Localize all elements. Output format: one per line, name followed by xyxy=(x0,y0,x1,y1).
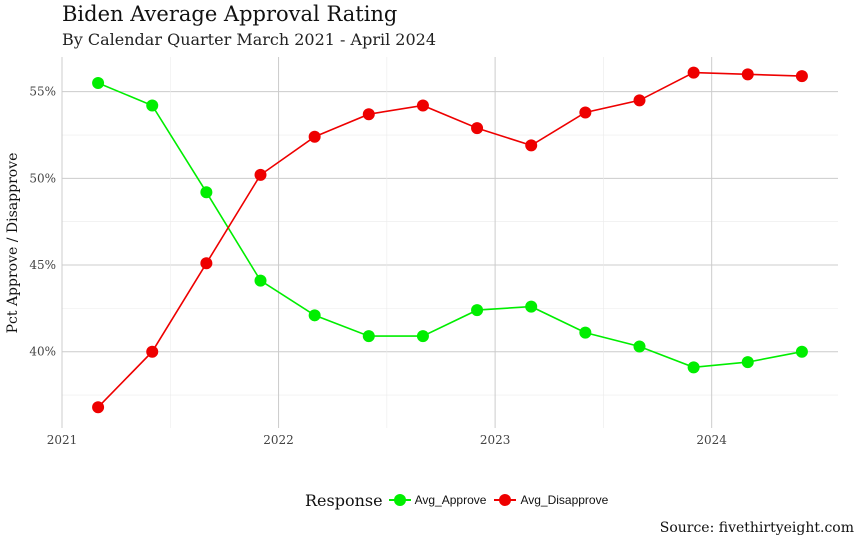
point-avg-disapprove xyxy=(633,94,646,107)
point-avg-approve xyxy=(741,356,754,369)
point-avg-disapprove xyxy=(525,139,538,152)
point-avg-approve xyxy=(146,99,159,112)
point-avg-approve xyxy=(308,309,321,322)
point-avg-approve xyxy=(471,304,484,317)
point-avg-approve xyxy=(525,300,538,313)
x-tick-label: 2024 xyxy=(696,433,727,447)
legend-key-disapprove xyxy=(494,493,517,507)
series-line-avg-approve xyxy=(97,82,803,369)
y-axis-label: Pct Approve / Disapprove xyxy=(5,153,21,334)
point-avg-approve xyxy=(579,326,592,339)
legend-key-approve xyxy=(388,493,411,507)
chart-title: Biden Average Approval Rating xyxy=(62,2,398,26)
point-avg-approve xyxy=(687,361,700,374)
point-avg-approve xyxy=(416,330,429,343)
point-avg-disapprove xyxy=(308,130,321,143)
point-avg-disapprove xyxy=(579,106,592,119)
x-tick-label: 2023 xyxy=(480,433,511,447)
point-avg-approve xyxy=(92,77,105,90)
point-avg-disapprove xyxy=(471,122,484,135)
point-avg-disapprove xyxy=(741,68,754,81)
legend-item-approve: Avg_Approve xyxy=(388,493,487,507)
point-avg-approve xyxy=(633,340,646,353)
point-avg-disapprove xyxy=(362,108,375,121)
legend-title: Response xyxy=(305,490,383,510)
x-tick-label: 2021 xyxy=(47,433,78,447)
point-avg-approve xyxy=(254,274,267,287)
point-avg-disapprove xyxy=(687,66,700,79)
y-tick-label: 50% xyxy=(29,171,56,185)
point-avg-disapprove xyxy=(92,401,105,414)
y-tick-label: 55% xyxy=(29,85,56,99)
legend: Response Avg_Approve Avg_Disapprove xyxy=(305,488,616,512)
point-avg-disapprove xyxy=(146,345,159,358)
chart-subtitle: By Calendar Quarter March 2021 - April 2… xyxy=(62,30,437,49)
source-caption: Source: fivethirtyeight.com xyxy=(659,520,854,536)
point-avg-disapprove xyxy=(254,168,267,181)
series-line-avg-disapprove xyxy=(97,71,802,408)
point-avg-disapprove xyxy=(795,70,808,83)
point-avg-disapprove xyxy=(416,99,429,112)
point-avg-disapprove xyxy=(200,257,213,270)
point-avg-approve xyxy=(200,186,213,199)
point-avg-approve xyxy=(795,345,808,358)
legend-item-disapprove: Avg_Disapprove xyxy=(494,493,608,507)
y-tick-label: 45% xyxy=(29,258,56,272)
point-avg-approve xyxy=(362,330,375,343)
legend-label-approve: Avg_Approve xyxy=(414,493,487,507)
y-tick-label: 40% xyxy=(29,345,56,359)
gridlines xyxy=(61,57,838,428)
series-layer xyxy=(92,66,808,414)
legend-label-disapprove: Avg_Disapprove xyxy=(520,493,609,507)
x-tick-label: 2022 xyxy=(263,433,294,447)
axis-labels: 40% 45% 50% 55% 2021 2022 2023 2024 xyxy=(29,85,727,447)
